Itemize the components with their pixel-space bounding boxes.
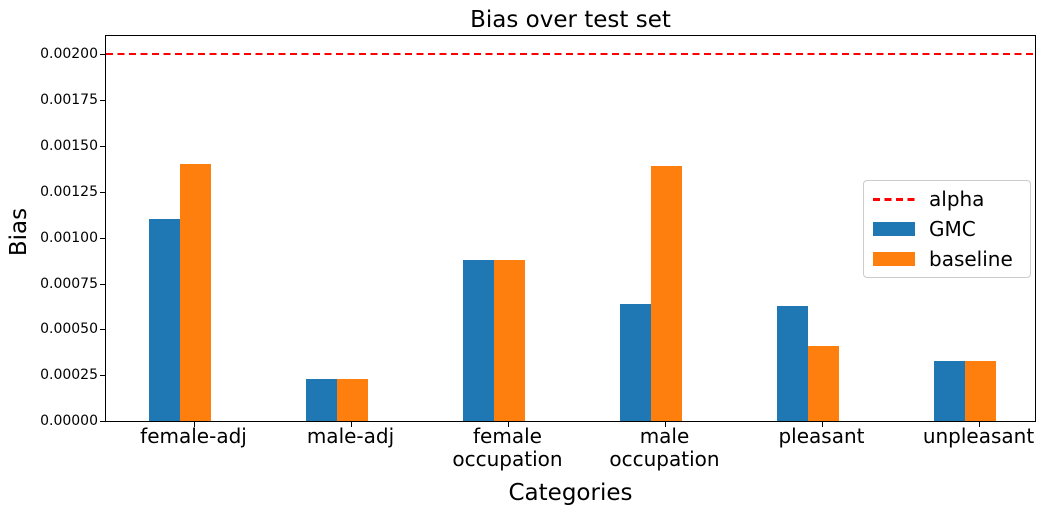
y-axis-tick (100, 191, 105, 193)
x-axis-tick (821, 422, 823, 427)
bar-gmc-1 (305, 378, 337, 421)
x-tick-label: pleasant (778, 424, 865, 448)
bar-baseline-5 (964, 360, 996, 421)
y-axis-tick (100, 283, 105, 285)
y-axis-tick (100, 375, 105, 377)
x-axis-tick (350, 422, 352, 427)
bar-baseline-3 (650, 166, 682, 421)
bar-gmc-0 (148, 219, 180, 421)
x-tick-label: unpleasant (922, 424, 1035, 448)
bar-baseline-2 (493, 259, 525, 421)
legend: alpha GMC baseline (863, 180, 1031, 278)
bar-baseline-4 (807, 345, 839, 421)
y-tick-label: 0.00150 (40, 138, 98, 154)
x-axis-label: Categories (508, 480, 633, 506)
y-tick-label: 0.00025 (40, 367, 98, 384)
y-tick-label: 0.00175 (40, 92, 98, 109)
bar-gmc-5 (933, 360, 965, 421)
x-axis-tick (193, 422, 195, 427)
bar-baseline-1 (336, 378, 368, 421)
alpha-dashed-line-sample (873, 197, 915, 201)
x-tick-label: female-adj (140, 424, 247, 448)
x-axis-tick (507, 422, 509, 427)
bar-gmc-3 (619, 303, 651, 421)
y-axis-tick (100, 237, 105, 239)
y-tick-label: 0.00100 (40, 229, 98, 246)
chart-title: Bias over test set (470, 7, 671, 33)
y-axis-tick (100, 329, 105, 331)
bar-baseline-0 (179, 164, 211, 421)
y-axis-tick (100, 146, 105, 147)
x-tick-label: male-adj (306, 424, 395, 448)
y-axis-tick (100, 100, 105, 102)
bar-gmc-4 (776, 305, 808, 421)
y-tick-label: 0.00125 (40, 183, 98, 200)
legend-label-alpha: alpha (929, 187, 985, 211)
legend-label-baseline: baseline (929, 247, 1013, 271)
y-tick-label: 0.00000 (40, 413, 98, 429)
x-tick-label: female occupation (452, 424, 563, 471)
y-axis-tick (100, 54, 105, 56)
baseline-color-swatch (873, 252, 915, 266)
y-tick-label: 0.00075 (40, 275, 98, 292)
gmc-color-swatch (873, 222, 915, 236)
y-axis-tick (100, 421, 105, 422)
y-tick-label: 0.00050 (40, 321, 98, 338)
x-axis-tick (978, 422, 980, 427)
legend-entry-gmc: GMC (873, 214, 1030, 244)
y-axis-label: Bias (6, 207, 32, 257)
bar-gmc-2 (462, 259, 494, 421)
x-axis-tick (664, 422, 666, 427)
legend-entry-baseline: baseline (873, 244, 1030, 274)
x-tick-label: male occupation (609, 424, 720, 471)
legend-entry-alpha: alpha (873, 184, 1030, 214)
alpha-reference-line (106, 53, 1035, 56)
legend-label-gmc: GMC (929, 217, 976, 241)
y-tick-label: 0.00200 (40, 46, 98, 63)
